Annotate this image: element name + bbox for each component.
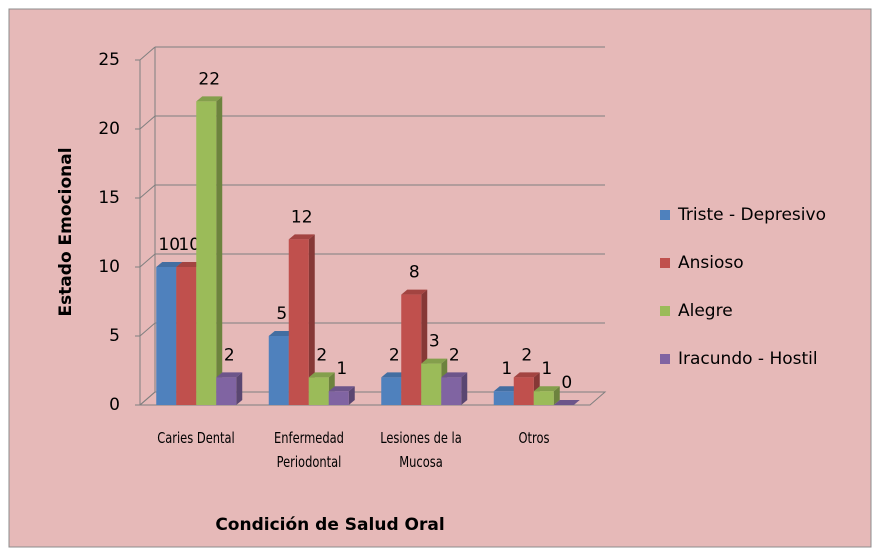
bar xyxy=(533,386,560,405)
bar-top xyxy=(216,372,243,378)
bar xyxy=(216,372,243,405)
grid-line xyxy=(139,115,156,130)
x-tick-label: Enfermedad Periodontal xyxy=(273,429,344,471)
legend-swatch xyxy=(660,306,670,316)
bar-top xyxy=(156,262,183,267)
data-label: 22 xyxy=(198,69,220,89)
bar-top xyxy=(401,289,428,295)
data-label: 2 xyxy=(449,345,460,365)
data-label: 10 xyxy=(158,235,180,255)
grid-line xyxy=(139,322,156,337)
bar xyxy=(196,96,223,406)
data-label: 0 xyxy=(561,373,572,393)
bar-front xyxy=(513,377,534,405)
bar-front xyxy=(288,239,309,405)
bar-top xyxy=(493,386,520,392)
bar-top xyxy=(421,358,448,364)
bar-side xyxy=(216,96,223,406)
bar-front xyxy=(421,363,442,405)
x-tick-label: Caries Dental xyxy=(157,429,235,447)
data-label: 1 xyxy=(541,359,552,379)
bar-top xyxy=(513,372,540,378)
bar-top xyxy=(308,372,335,378)
data-label: 2 xyxy=(224,345,235,365)
bar-side xyxy=(461,372,468,405)
legend-swatch xyxy=(660,210,670,220)
bar-top xyxy=(328,386,355,392)
legend-swatch xyxy=(660,258,670,268)
data-label: 1 xyxy=(336,359,347,379)
chart-background xyxy=(8,8,872,548)
x-tick-label: Lesiones de la Mucosa xyxy=(380,429,463,471)
legend-label: Ansioso xyxy=(678,253,744,273)
grid-line xyxy=(139,391,156,406)
legend-label: Iracundo - Hostil xyxy=(678,349,818,369)
bar-top xyxy=(381,372,408,378)
y-tick-label: 5 xyxy=(109,326,120,346)
bar-front xyxy=(533,391,554,405)
bar-top xyxy=(553,400,580,405)
bar-front xyxy=(216,377,237,405)
bar xyxy=(553,400,580,405)
bar-top xyxy=(196,96,223,102)
bar-front xyxy=(268,336,289,405)
bar-top xyxy=(288,234,315,240)
bar-top xyxy=(176,262,203,267)
bar-side xyxy=(236,372,243,405)
data-label: 2 xyxy=(316,345,327,365)
data-label: 3 xyxy=(429,332,440,352)
grid-line xyxy=(139,253,156,268)
data-label: 10 xyxy=(178,235,200,255)
y-tick-label: 25 xyxy=(98,50,120,70)
grid-line xyxy=(139,184,156,199)
bar xyxy=(441,372,468,405)
data-label: 8 xyxy=(409,263,420,283)
y-tick-label: 20 xyxy=(98,119,120,139)
bar-front xyxy=(401,294,422,405)
bar xyxy=(288,234,315,405)
grid-line xyxy=(139,46,156,61)
bar-front xyxy=(196,101,217,406)
bar-front xyxy=(381,377,402,405)
data-label: 2 xyxy=(521,345,532,365)
bar-front xyxy=(176,267,197,405)
data-label: 12 xyxy=(291,207,313,227)
y-tick-label: 0 xyxy=(109,395,120,415)
legend-label: Alegre xyxy=(678,301,733,321)
bar-front xyxy=(493,391,514,405)
bar-front xyxy=(156,267,177,405)
legend-swatch xyxy=(660,354,670,364)
bar-side xyxy=(348,386,355,405)
y-tick-label: 10 xyxy=(98,257,120,277)
x-tick-label: Otros xyxy=(518,429,550,447)
y-axis-title: Estado Emocional xyxy=(56,147,76,316)
x-axis-title: Condición de Salud Oral xyxy=(215,515,444,535)
bar-top xyxy=(441,372,468,378)
bar-side xyxy=(553,386,560,405)
bar xyxy=(328,386,355,405)
data-label: 2 xyxy=(389,345,400,365)
legend-label: Triste - Depresivo xyxy=(677,205,826,225)
data-label: 1 xyxy=(501,359,512,379)
bar-front xyxy=(308,377,329,405)
y-tick-label: 15 xyxy=(98,188,120,208)
bar-front xyxy=(328,391,349,405)
bar-side xyxy=(308,234,315,405)
bar-top xyxy=(268,331,295,336)
data-label: 5 xyxy=(276,304,287,324)
bar-front xyxy=(441,377,462,405)
bar-top xyxy=(533,386,560,392)
